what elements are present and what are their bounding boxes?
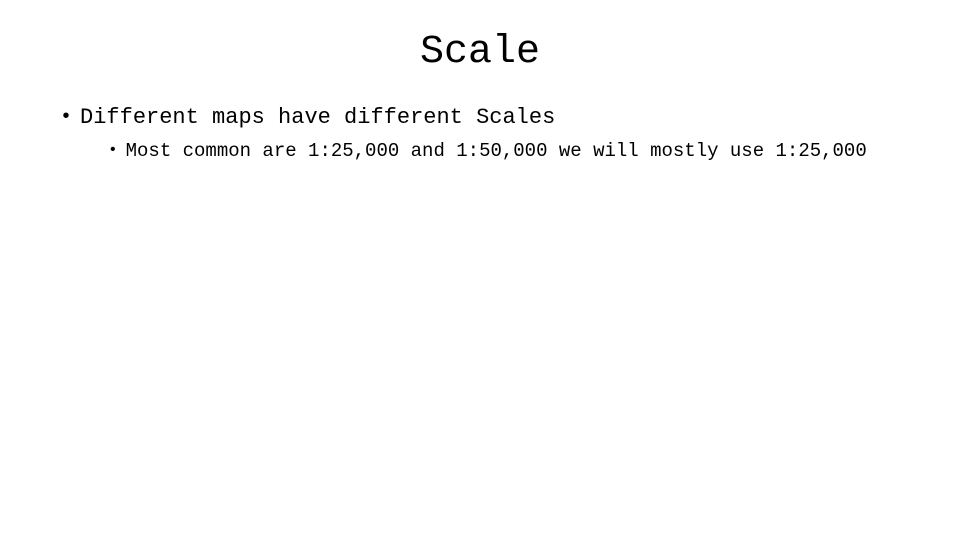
- bullet-level-1: • Different maps have different Scales: [60, 105, 920, 131]
- bullet-level-2-text: Most common are 1:25,000 and 1:50,000 we…: [126, 139, 867, 163]
- slide: Scale • Different maps have different Sc…: [0, 0, 960, 540]
- bullet-marker-icon: •: [108, 139, 118, 161]
- bullet-level-2: • Most common are 1:25,000 and 1:50,000 …: [60, 139, 920, 163]
- bullet-marker-icon: •: [60, 105, 72, 131]
- slide-content: • Different maps have different Scales •…: [0, 105, 960, 163]
- bullet-level-1-text: Different maps have different Scales: [80, 105, 555, 131]
- slide-title: Scale: [0, 0, 960, 105]
